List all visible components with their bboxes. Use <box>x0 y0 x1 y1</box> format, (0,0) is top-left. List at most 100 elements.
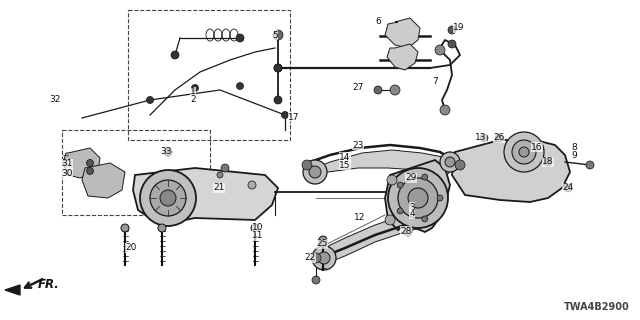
Circle shape <box>274 64 282 72</box>
Text: 21: 21 <box>213 183 225 193</box>
Circle shape <box>404 228 412 236</box>
Text: 31: 31 <box>61 159 73 169</box>
Circle shape <box>312 276 320 284</box>
Circle shape <box>512 140 536 164</box>
Circle shape <box>408 188 428 208</box>
Circle shape <box>309 166 321 178</box>
Circle shape <box>160 190 176 206</box>
Circle shape <box>158 224 166 232</box>
Text: 33: 33 <box>160 147 172 156</box>
Polygon shape <box>320 212 432 266</box>
Circle shape <box>237 83 243 90</box>
Text: 3: 3 <box>409 203 415 212</box>
Circle shape <box>248 181 256 189</box>
Text: 2: 2 <box>190 95 196 105</box>
Text: 10: 10 <box>252 223 264 233</box>
Text: 7: 7 <box>432 77 438 86</box>
Text: 13: 13 <box>476 133 487 142</box>
Text: 14: 14 <box>339 153 351 162</box>
Text: 16: 16 <box>531 142 543 151</box>
Circle shape <box>140 170 196 226</box>
Circle shape <box>435 45 445 55</box>
Polygon shape <box>385 160 450 232</box>
Text: 28: 28 <box>400 227 412 236</box>
Circle shape <box>397 208 403 214</box>
Circle shape <box>448 40 456 48</box>
Circle shape <box>147 97 154 103</box>
Circle shape <box>437 195 443 201</box>
Polygon shape <box>385 18 420 48</box>
Circle shape <box>564 184 572 192</box>
Circle shape <box>319 239 327 247</box>
Circle shape <box>586 161 594 169</box>
Text: 5: 5 <box>272 30 278 39</box>
Circle shape <box>150 180 186 216</box>
Text: 19: 19 <box>453 23 465 33</box>
Text: 29: 29 <box>405 173 417 182</box>
Text: TWA4B2900: TWA4B2900 <box>564 302 630 312</box>
Polygon shape <box>82 163 125 198</box>
Circle shape <box>319 236 327 244</box>
Polygon shape <box>452 140 570 202</box>
Circle shape <box>440 152 460 172</box>
Circle shape <box>398 178 438 218</box>
Circle shape <box>251 224 259 232</box>
Circle shape <box>318 252 330 264</box>
Text: 25: 25 <box>316 239 328 249</box>
Text: 12: 12 <box>355 213 365 222</box>
Circle shape <box>397 182 403 188</box>
Circle shape <box>273 30 283 40</box>
Circle shape <box>311 253 321 263</box>
Circle shape <box>191 84 198 92</box>
Text: 30: 30 <box>61 169 73 178</box>
Circle shape <box>303 160 327 184</box>
Circle shape <box>385 215 395 225</box>
Text: 20: 20 <box>125 244 137 252</box>
Text: 1: 1 <box>190 87 196 97</box>
Circle shape <box>448 26 456 34</box>
Text: 9: 9 <box>571 151 577 161</box>
Text: 26: 26 <box>493 133 505 142</box>
Bar <box>128 10 290 140</box>
Circle shape <box>121 224 129 232</box>
Circle shape <box>171 51 179 59</box>
Circle shape <box>388 168 448 228</box>
Circle shape <box>422 174 428 180</box>
Circle shape <box>302 160 312 170</box>
Text: 17: 17 <box>288 113 300 122</box>
Circle shape <box>236 34 244 42</box>
Circle shape <box>217 172 223 178</box>
Text: 27: 27 <box>352 84 364 92</box>
Circle shape <box>480 134 488 142</box>
Circle shape <box>312 246 336 270</box>
Text: 4: 4 <box>409 210 415 219</box>
Text: 6: 6 <box>375 18 381 27</box>
Text: 24: 24 <box>563 183 573 193</box>
Text: FR.: FR. <box>38 278 60 292</box>
Circle shape <box>504 132 544 172</box>
Text: 18: 18 <box>542 157 554 166</box>
Circle shape <box>422 216 428 222</box>
Circle shape <box>274 64 282 72</box>
Text: 22: 22 <box>305 253 316 262</box>
Circle shape <box>86 167 93 174</box>
Circle shape <box>445 157 455 167</box>
Circle shape <box>390 85 400 95</box>
Circle shape <box>519 147 529 157</box>
Text: 32: 32 <box>49 95 61 105</box>
Circle shape <box>374 86 382 94</box>
Circle shape <box>440 105 450 115</box>
Text: 23: 23 <box>352 140 364 149</box>
Polygon shape <box>387 44 418 70</box>
Polygon shape <box>133 168 278 225</box>
Polygon shape <box>5 285 20 295</box>
Bar <box>62 130 210 215</box>
Circle shape <box>221 164 229 172</box>
Polygon shape <box>310 150 452 178</box>
Circle shape <box>387 175 397 185</box>
Circle shape <box>164 148 172 156</box>
Text: 11: 11 <box>252 231 264 241</box>
Circle shape <box>86 159 93 166</box>
Circle shape <box>274 96 282 104</box>
Text: 8: 8 <box>571 143 577 153</box>
